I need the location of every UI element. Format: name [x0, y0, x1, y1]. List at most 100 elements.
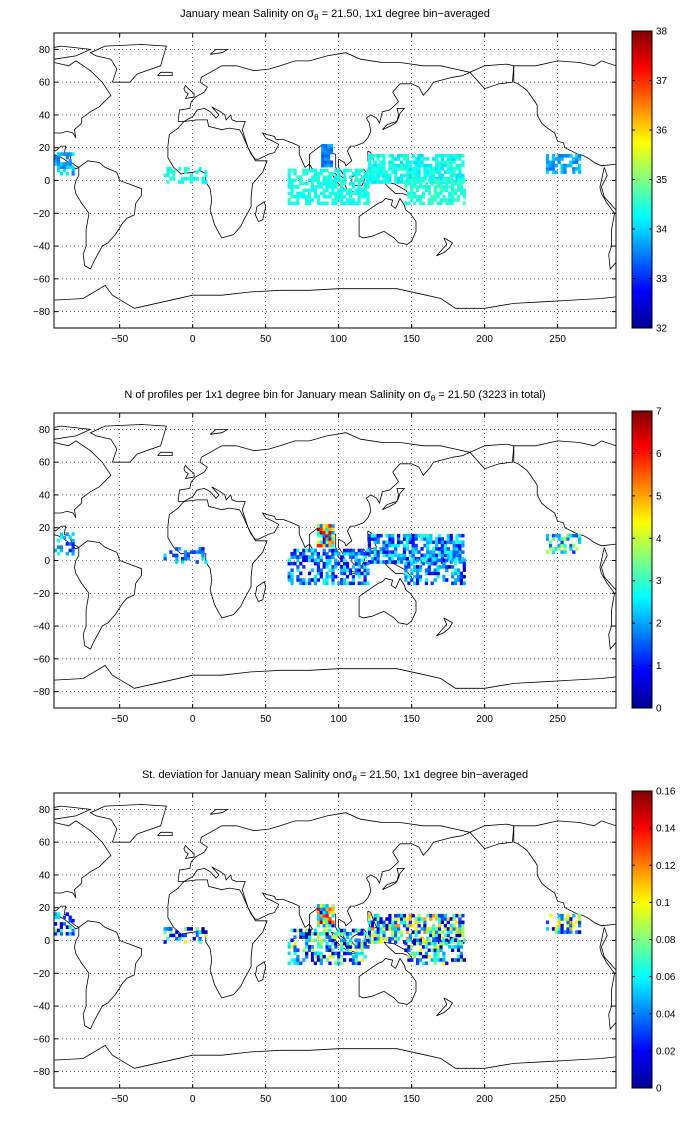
data-cell: [569, 154, 573, 158]
data-cell: [313, 561, 317, 566]
data-cell: [376, 917, 380, 921]
data-cell: [388, 540, 392, 545]
data-cell: [432, 167, 436, 171]
data-cell: [354, 948, 358, 952]
data-cell: [388, 533, 392, 538]
data-cell: [442, 961, 446, 966]
data-cell: [351, 191, 355, 196]
coastline: [183, 464, 195, 479]
data-cell: [348, 198, 353, 202]
data-cell: [329, 150, 334, 155]
data-cell: [545, 533, 550, 538]
data-cell: [423, 533, 427, 538]
data-cell: [458, 553, 462, 558]
data-cell: [551, 533, 555, 538]
data-cell: [402, 923, 407, 928]
data-cell: [299, 178, 303, 183]
data-cell: [404, 574, 408, 579]
data-cell: [440, 543, 444, 548]
data-cell: [316, 907, 320, 911]
data-cell: [446, 154, 450, 158]
data-cell: [445, 181, 449, 186]
data-cell: [405, 160, 409, 165]
data-cell: [379, 533, 383, 538]
data-cell: [411, 930, 415, 934]
data-cell: [427, 938, 431, 943]
data-cell: [452, 927, 456, 931]
data-cell: [340, 945, 344, 949]
data-cell: [418, 941, 423, 946]
data-cell: [424, 571, 428, 576]
colorbar-tick-label: 7: [656, 407, 662, 418]
coastline: [383, 181, 412, 198]
data-cell: [458, 547, 462, 551]
data-cell: [402, 163, 407, 168]
data-cell: [402, 920, 407, 925]
data-cell: [328, 945, 332, 949]
data-cell: [313, 581, 317, 586]
data-cell: [397, 553, 401, 558]
coastline: [469, 443, 515, 470]
data-cell: [198, 940, 202, 944]
data-cell: [459, 954, 463, 959]
y-tick-label: −20: [33, 589, 50, 600]
data-cell: [327, 147, 331, 151]
data-cell: [348, 201, 353, 206]
data-cell: [366, 568, 370, 572]
data-cell: [310, 188, 315, 192]
data-cell: [354, 571, 358, 576]
data-cell: [417, 917, 421, 921]
data-cell: [360, 571, 364, 576]
data-cell: [65, 542, 69, 546]
data-cell: [416, 198, 420, 202]
data-cell: [62, 922, 66, 926]
data-cell: [328, 935, 332, 939]
data-cell: [305, 581, 309, 586]
data-cell: [414, 163, 418, 168]
data-cell: [331, 527, 335, 531]
data-cell: [414, 170, 418, 174]
data-cell: [407, 194, 411, 199]
data-cell: [319, 917, 323, 921]
data-cell: [440, 537, 444, 541]
x-tick-label: 200: [476, 334, 493, 345]
data-cell: [408, 163, 412, 168]
data-cell: [322, 932, 326, 936]
data-cell: [446, 537, 450, 541]
data-cell: [446, 157, 450, 161]
data-cell: [343, 188, 347, 192]
data-cell: [299, 561, 303, 566]
data-cell: [435, 537, 439, 541]
data-cell: [400, 553, 404, 558]
y-tick-label: 20: [39, 143, 51, 154]
data-cell: [439, 188, 443, 192]
data-cell: [394, 547, 398, 551]
data-cell: [394, 543, 398, 548]
data-cell: [385, 917, 389, 921]
data-cell: [370, 170, 374, 174]
coastline: [382, 868, 406, 891]
data-cell: [417, 913, 421, 918]
data-cell: [417, 923, 421, 928]
data-cell: [287, 571, 291, 576]
data-cell: [204, 933, 208, 938]
data-cell: [357, 574, 361, 579]
data-cell: [68, 158, 72, 163]
data-cell: [305, 954, 309, 959]
data-cell: [449, 167, 453, 171]
data-cell: [435, 917, 439, 921]
data-cell: [418, 185, 423, 189]
data-cell: [316, 533, 320, 538]
data-cell: [461, 920, 465, 925]
data-cell: [363, 568, 367, 572]
data-cell: [357, 568, 361, 572]
data-cell: [394, 923, 398, 928]
data-cell: [325, 552, 329, 556]
data-cell: [429, 167, 433, 171]
data-cell: [54, 548, 58, 553]
data-cell: [316, 543, 320, 548]
data-cell: [572, 913, 576, 918]
data-cell: [328, 907, 332, 911]
data-cell: [454, 198, 458, 202]
data-cell: [414, 927, 418, 931]
